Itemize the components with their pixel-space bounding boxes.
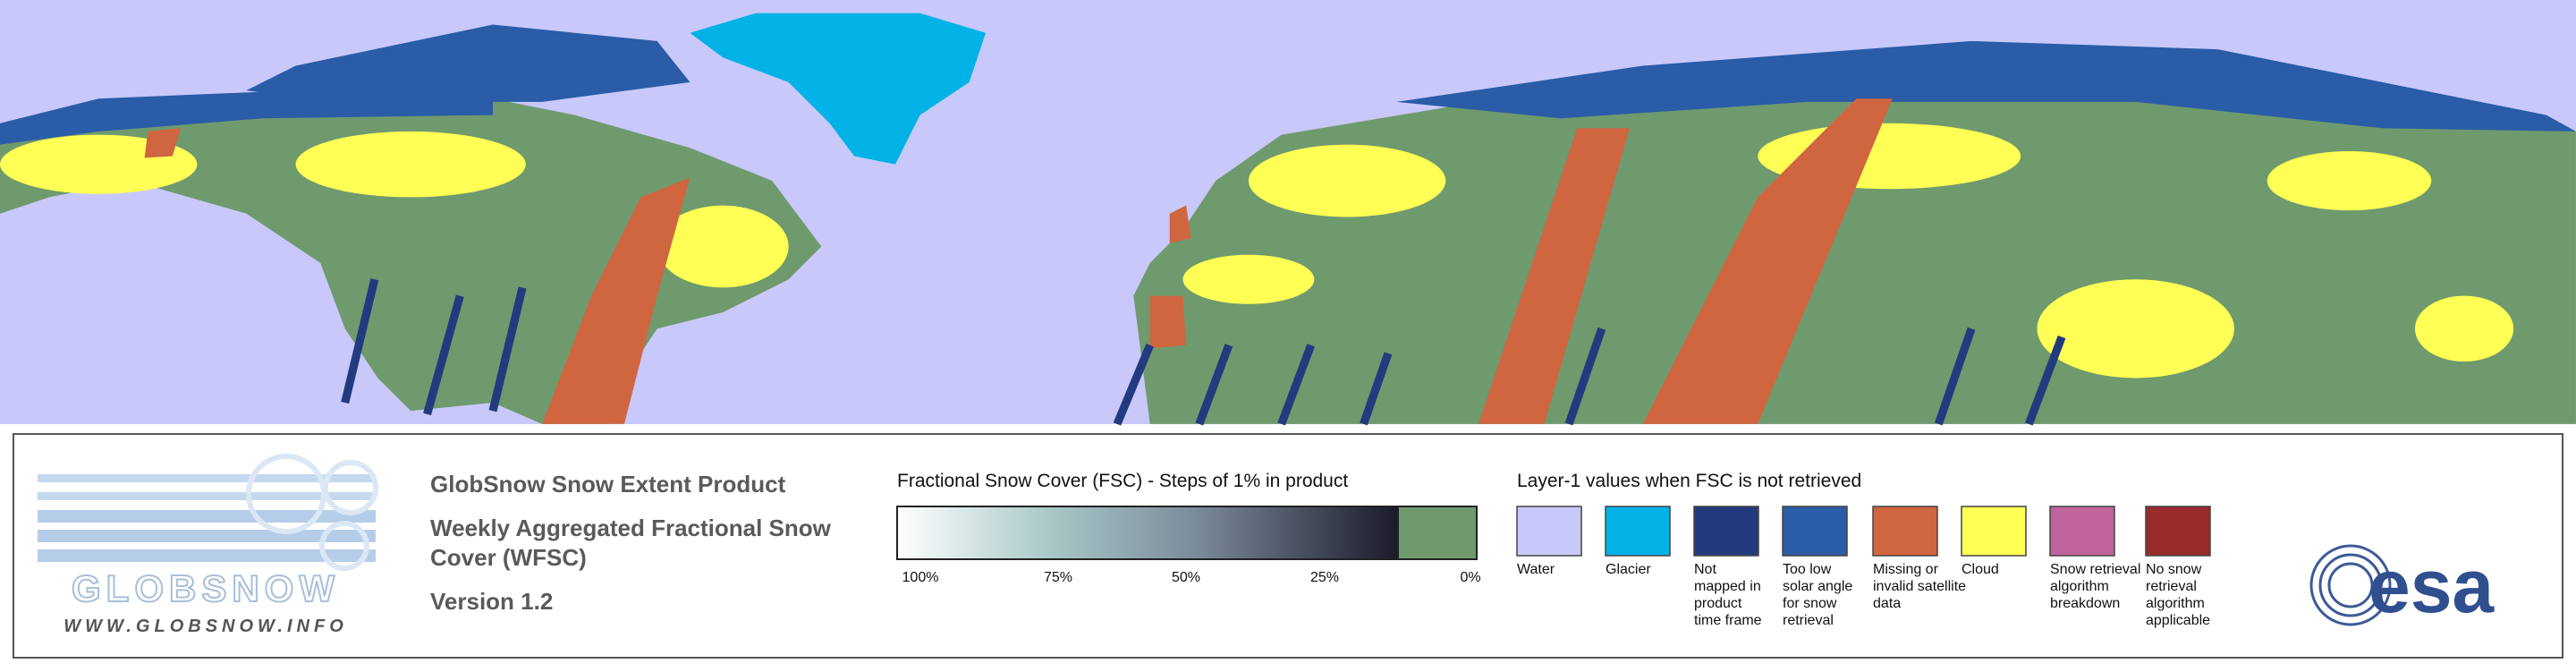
legend-label: No snow bbox=[2146, 562, 2202, 577]
legend-swatch bbox=[1782, 506, 1848, 557]
legend-swatch bbox=[1872, 506, 1938, 557]
logo-name: GLOBSNOW bbox=[72, 567, 340, 609]
missing-data-stripes bbox=[144, 98, 1893, 424]
legend-label: Water bbox=[1517, 562, 1555, 577]
legend-label: Not bbox=[1694, 562, 1716, 577]
legend-swatch bbox=[1693, 506, 1759, 557]
product-title: GlobSnow Snow Extent Product bbox=[430, 471, 786, 498]
legend-label: breakdown bbox=[2050, 596, 2120, 611]
unmapped-stripes bbox=[341, 278, 2066, 426]
legend-label: product bbox=[1694, 596, 1742, 611]
greenland bbox=[690, 13, 987, 165]
globsnow-logo: GLOBSNOW WWW.GLOBSNOW.INFO bbox=[38, 454, 378, 636]
legend-label: Too low bbox=[1783, 562, 1832, 577]
legend-swatch bbox=[1961, 506, 2027, 557]
esa-logo: esa bbox=[2309, 544, 2495, 628]
legend-swatch bbox=[2049, 506, 2115, 557]
cloud-areas bbox=[0, 123, 2514, 379]
layer1-title: Layer-1 values when FSC is not retrieved bbox=[1517, 471, 1861, 491]
legend-label: applicable bbox=[2146, 613, 2210, 628]
product-subtitle: Cover (WFSC) bbox=[430, 544, 587, 571]
legend-label: invalid satellite bbox=[1873, 579, 1966, 594]
legend-label: retrieval bbox=[1783, 613, 1834, 628]
layer1-legend: Layer-1 values when FSC is not retrieved… bbox=[1516, 471, 2211, 628]
legend-label: Snow retrieval bbox=[2050, 562, 2140, 577]
map-shapes bbox=[0, 13, 2576, 426]
legend-swatch bbox=[1605, 506, 1671, 557]
fsc-tick-label: 100% bbox=[902, 570, 939, 585]
map bbox=[0, 0, 2576, 426]
legend-label: algorithm bbox=[2146, 596, 2205, 611]
legend-label: time frame bbox=[1694, 613, 1762, 628]
fsc-tick-label: 50% bbox=[1172, 570, 1200, 585]
agency-name: esa bbox=[2368, 544, 2495, 628]
legend-label: retrieval bbox=[2146, 579, 2197, 594]
legend-label: solar angle bbox=[1783, 579, 1852, 594]
legend-label: Missing or bbox=[1873, 562, 1939, 577]
fsc-zero bbox=[1397, 506, 1478, 560]
logo-url: WWW.GLOBSNOW.INFO bbox=[64, 617, 348, 636]
legend-label: data bbox=[1873, 596, 1901, 611]
arctic-islands bbox=[246, 24, 691, 102]
legend-label: for snow bbox=[1783, 596, 1837, 611]
fsc-gradient bbox=[896, 506, 1399, 560]
legend-label: algorithm bbox=[2050, 579, 2109, 594]
legend-swatch bbox=[1516, 506, 1582, 557]
fsc-legend: Fractional Snow Cover (FSC) - Steps of 1… bbox=[896, 471, 1481, 585]
siberia-arctic bbox=[1396, 40, 2576, 132]
fsc-tick-label: 0% bbox=[1460, 570, 1480, 585]
legend-label: mapped in bbox=[1694, 579, 1761, 594]
product-info: GlobSnow Snow Extent Product Weekly Aggr… bbox=[430, 471, 832, 615]
legend-swatch bbox=[2145, 506, 2211, 557]
fsc-ticks: 100% 75% 50% 25% 0% bbox=[902, 570, 1481, 585]
product-version: Version 1.2 bbox=[430, 588, 553, 615]
na-arctic bbox=[0, 90, 494, 145]
fsc-title: Fractional Snow Cover (FSC) - Steps of 1… bbox=[897, 471, 1348, 491]
product-subtitle: Weekly Aggregated Fractional Snow bbox=[430, 515, 832, 541]
legend-label: Cloud bbox=[1962, 562, 1999, 577]
fsc-tick-label: 75% bbox=[1044, 570, 1072, 585]
fsc-tick-label: 25% bbox=[1310, 570, 1339, 585]
legend-label: Glacier bbox=[1606, 562, 1651, 577]
snowflakes bbox=[246, 454, 378, 571]
